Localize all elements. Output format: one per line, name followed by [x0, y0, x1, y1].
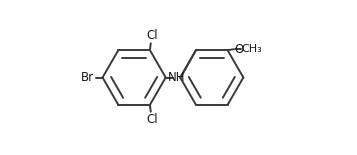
Text: CH₃: CH₃	[241, 44, 262, 54]
Text: NH: NH	[168, 71, 186, 84]
Text: Cl: Cl	[146, 29, 158, 42]
Text: O: O	[234, 43, 243, 56]
Text: Cl: Cl	[146, 113, 158, 126]
Text: Br: Br	[81, 71, 94, 84]
